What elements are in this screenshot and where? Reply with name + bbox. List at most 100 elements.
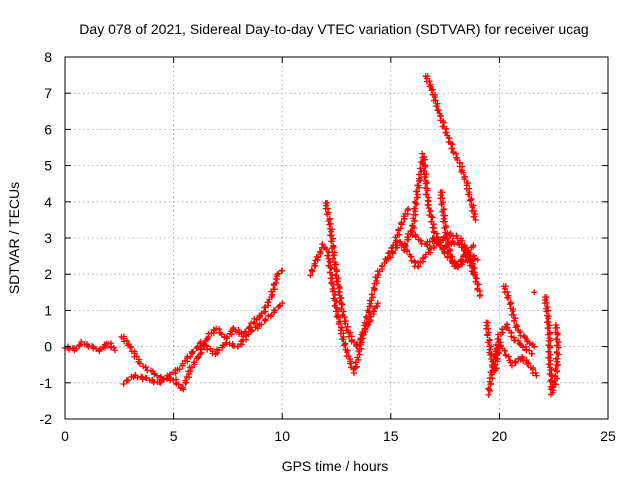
data-point <box>552 381 559 388</box>
data-point <box>78 338 85 345</box>
data-point <box>401 216 408 223</box>
data-point <box>204 346 211 353</box>
data-point <box>504 288 511 295</box>
data-point <box>461 176 468 183</box>
data-point <box>508 333 515 340</box>
data-point <box>555 361 562 368</box>
data-point <box>487 346 494 353</box>
data-point <box>248 328 255 335</box>
data-point <box>374 300 381 307</box>
y-tick-label: 1 <box>44 302 52 318</box>
data-point <box>531 343 538 350</box>
data-point <box>454 156 461 163</box>
data-point <box>357 335 364 342</box>
data-point <box>427 83 434 90</box>
data-point <box>456 241 463 248</box>
data-point <box>367 303 374 310</box>
data-point <box>487 351 494 358</box>
data-point <box>547 344 554 351</box>
data-point <box>495 338 502 345</box>
data-point <box>335 275 342 282</box>
data-point <box>554 355 561 362</box>
data-point <box>528 350 535 357</box>
data-point <box>441 225 448 232</box>
data-point <box>484 319 491 326</box>
data-point <box>552 365 559 372</box>
data-point <box>438 201 445 208</box>
data-point <box>485 325 492 332</box>
data-point <box>553 336 560 343</box>
data-point <box>188 364 195 371</box>
data-point <box>328 238 335 245</box>
data-point <box>512 324 519 331</box>
data-point <box>191 359 198 366</box>
data-point <box>460 169 467 176</box>
data-point <box>519 344 526 351</box>
data-point <box>442 129 449 136</box>
data-point <box>414 188 421 195</box>
data-point <box>345 353 352 360</box>
data-point <box>361 326 368 333</box>
data-point <box>554 324 561 331</box>
data-point <box>470 242 477 249</box>
data-point <box>471 213 478 220</box>
data-point <box>444 235 451 242</box>
data-point <box>545 319 552 326</box>
data-point <box>434 107 441 114</box>
data-point <box>440 215 447 222</box>
data-point <box>353 363 360 370</box>
data-point <box>545 361 552 368</box>
data-point <box>452 259 459 266</box>
data-point <box>531 289 538 296</box>
series-track-m <box>500 283 538 350</box>
data-point <box>437 239 444 246</box>
data-point <box>327 264 334 271</box>
data-point <box>316 248 323 255</box>
y-tick-label: 4 <box>44 194 52 210</box>
data-point <box>364 307 371 314</box>
data-point <box>401 240 408 247</box>
data-point <box>533 372 540 379</box>
data-point <box>307 272 314 279</box>
data-point <box>347 329 354 336</box>
data-point <box>335 288 342 295</box>
data-point <box>412 200 419 207</box>
data-point <box>475 281 482 288</box>
data-point <box>431 94 438 101</box>
data-point <box>308 266 315 273</box>
data-point <box>354 341 361 348</box>
data-point <box>389 248 396 255</box>
data-point <box>194 343 201 350</box>
data-point <box>124 337 131 344</box>
data-point <box>502 283 509 290</box>
data-point <box>368 297 375 304</box>
data-point <box>76 342 83 349</box>
data-point <box>324 211 331 218</box>
data-point <box>470 264 477 271</box>
data-point <box>215 347 222 354</box>
data-point <box>488 369 495 376</box>
data-point <box>326 258 333 265</box>
data-point <box>409 222 416 229</box>
data-point <box>182 377 189 384</box>
data-point <box>544 325 551 332</box>
series-track-o <box>541 294 562 398</box>
data-point <box>428 87 435 94</box>
data-point <box>341 342 348 349</box>
data-point <box>203 343 210 350</box>
data-point <box>445 248 452 255</box>
data-point <box>409 228 416 235</box>
data-point <box>224 333 231 340</box>
data-point <box>459 259 466 266</box>
data-point <box>428 213 435 220</box>
data-point <box>330 288 337 295</box>
data-point <box>333 297 340 304</box>
data-point <box>466 191 473 198</box>
data-point <box>505 295 512 302</box>
data-point <box>499 326 506 333</box>
data-point <box>412 233 419 240</box>
series-track-c <box>120 300 286 387</box>
data-point <box>543 300 550 307</box>
data-point <box>339 301 346 308</box>
